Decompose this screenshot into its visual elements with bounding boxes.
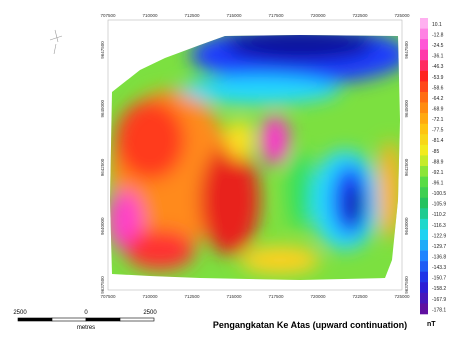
legend-label: -77.5 (432, 128, 444, 134)
legend-label: -167.9 (432, 297, 446, 303)
legend-label: -96.1 (432, 181, 444, 187)
legend-label: -68.9 (432, 107, 444, 113)
legend-swatch (420, 50, 428, 61)
legend-label: -178.1 (432, 307, 446, 313)
legend-swatch (420, 134, 428, 145)
legend-swatch (420, 113, 428, 124)
legend-swatch (420, 261, 428, 272)
legend-label: -105.9 (432, 202, 446, 208)
legend-label: -129.7 (432, 244, 446, 250)
y-coord-label: 9647500 (404, 41, 409, 59)
legend-label: -58.6 (432, 85, 444, 91)
legend-swatch (420, 124, 428, 135)
legend-swatch (420, 198, 428, 209)
legend-swatch (420, 293, 428, 304)
legend-swatch (420, 282, 428, 293)
legend-swatch (420, 229, 428, 240)
legend-label: -85 (432, 149, 439, 155)
legend-label: 10.1 (432, 22, 442, 28)
map-title: Pengangkatan Ke Atas (upward continuatio… (213, 320, 407, 330)
legend-label: -122.9 (432, 233, 446, 239)
x-coord-label: 722500 (352, 13, 368, 18)
scale-label: 2500 (13, 310, 27, 316)
legend-swatch (420, 18, 428, 29)
x-coord-label: 725000 (394, 13, 410, 18)
legend-label: -136.8 (432, 255, 446, 261)
legend-swatch (420, 219, 428, 230)
x-coord-label: 717500 (268, 13, 284, 18)
legend-label: -92.1 (432, 170, 444, 176)
scale-label: 2500 (143, 310, 157, 316)
y-coord-label: 9637500 (100, 276, 105, 294)
legend-swatch (420, 39, 428, 50)
legend-label: -46.3 (432, 64, 444, 70)
y-coord-label: 9637500 (404, 276, 409, 294)
y-coord-label: 9645000 (100, 99, 105, 117)
legend-label: -100.5 (432, 191, 446, 197)
legend-label: -110.2 (432, 212, 446, 218)
legend-label: -72.1 (432, 117, 444, 123)
x-coord-label: 712500 (184, 13, 200, 18)
y-coord-label: 9647500 (100, 41, 105, 59)
x-coord-label: 720000 (310, 13, 326, 18)
scale-bar (18, 318, 154, 321)
x-coord-label: 707500 (100, 13, 116, 18)
y-coord-label: 9645000 (404, 99, 409, 117)
x-coord-label: 715000 (226, 13, 242, 18)
legend-label: -158.2 (432, 286, 446, 292)
x-coord-label: 710000 (142, 13, 158, 18)
legend-swatch (420, 60, 428, 71)
legend-swatch (420, 81, 428, 92)
legend-label: -12.8 (432, 33, 444, 39)
legend-label: -88.9 (432, 159, 444, 165)
x-coord-label: 712500 (184, 294, 200, 299)
x-coord-label: 717500 (268, 294, 284, 299)
legend-label: -150.7 (432, 276, 446, 282)
legend-swatch (420, 145, 428, 156)
legend-label: -116.3 (432, 223, 446, 229)
legend-swatch (420, 71, 428, 82)
x-coord-label: 720000 (310, 294, 326, 299)
legend-label: -64.2 (432, 96, 444, 102)
legend-label: -36.1 (432, 54, 444, 60)
y-coord-label: 9640000 (404, 217, 409, 235)
legend-swatch (420, 303, 428, 314)
legend-swatch (420, 251, 428, 262)
y-coord-label: 9642500 (100, 158, 105, 176)
legend-swatch (420, 240, 428, 251)
scale-unit: metres (77, 325, 95, 331)
legend-label: -143.3 (432, 265, 446, 271)
legend-label: -24.5 (432, 43, 444, 49)
scale-label: 0 (84, 310, 88, 316)
north-arrow (50, 30, 62, 54)
anomaly-surface (100, 20, 410, 290)
legend-swatch (420, 272, 428, 283)
x-coord-label: 715000 (226, 294, 242, 299)
y-coord-label: 9642500 (404, 158, 409, 176)
legend-swatch (420, 155, 428, 166)
legend-label: -53.9 (432, 75, 444, 81)
legend-swatch (420, 103, 428, 114)
legend-swatch (420, 166, 428, 177)
legend-unit: nT (427, 321, 436, 328)
x-coord-label: 710000 (142, 294, 158, 299)
legend-swatch (420, 177, 428, 188)
legend-swatch (420, 208, 428, 219)
legend-swatch (420, 187, 428, 198)
legend-swatch (420, 92, 428, 103)
x-coord-label: 722500 (352, 294, 368, 299)
y-coord-label: 9640000 (100, 217, 105, 235)
map-figure: 7075007075007100007100007125007125007150… (0, 0, 456, 356)
legend-swatch (420, 29, 428, 40)
legend-label: -81.4 (432, 138, 444, 144)
